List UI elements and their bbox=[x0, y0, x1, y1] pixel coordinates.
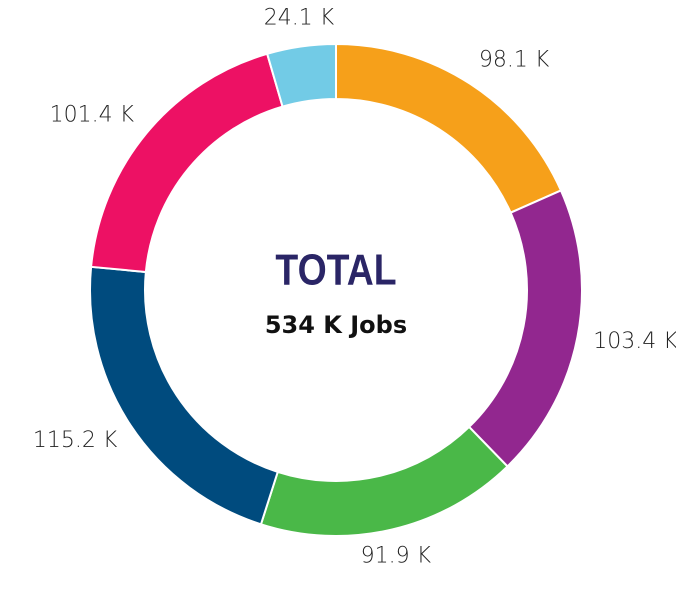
value-label: 24.1 K bbox=[264, 6, 335, 31]
donut-slice bbox=[467, 189, 583, 468]
donut-slice bbox=[259, 425, 509, 537]
value-label: 91.9 K bbox=[361, 544, 432, 569]
value-label: 98.1 K bbox=[479, 47, 550, 72]
value-label: 101.4 K bbox=[50, 102, 135, 127]
donut-slice bbox=[265, 42, 337, 108]
donut-slice bbox=[89, 265, 279, 526]
value-label: 103.4 K bbox=[593, 329, 676, 354]
donut-slice bbox=[90, 52, 284, 274]
center-title: TOTAL bbox=[275, 245, 396, 295]
value-label: 115.2 K bbox=[33, 428, 118, 453]
center-subtitle: 534 K Jobs bbox=[265, 311, 407, 339]
